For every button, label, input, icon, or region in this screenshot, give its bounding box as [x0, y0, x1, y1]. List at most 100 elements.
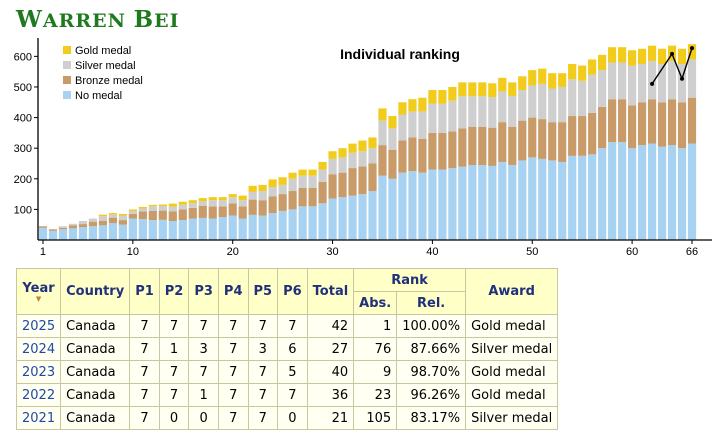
bar-segment — [38, 227, 48, 240]
cell-abs: 9 — [353, 360, 398, 384]
bar-segment — [518, 160, 527, 240]
cell-year[interactable]: 2024 — [15, 337, 62, 361]
bar-segment — [388, 178, 397, 240]
bar-segment — [608, 142, 617, 240]
rank-rel-header[interactable]: Rel. — [396, 291, 467, 315]
bar-segment — [488, 83, 497, 98]
year-header[interactable]: Year ▼ — [15, 268, 62, 315]
bar-segment — [438, 132, 447, 170]
cell-rel: 87.66% — [396, 337, 467, 361]
bar-segment — [428, 132, 437, 170]
bar-segment — [398, 140, 407, 173]
bar-segment — [558, 86, 567, 123]
cell-total: 36 — [306, 383, 355, 407]
country-header[interactable]: Country — [60, 268, 131, 315]
bar-segment — [278, 184, 287, 195]
bar-segment — [448, 86, 457, 101]
bar-segment — [637, 64, 647, 103]
results-table: Year ▼ Country P1 P2 P3 P4 P5 P6 Total Ra… — [15, 268, 559, 430]
cell-year[interactable]: 2023 — [15, 360, 62, 384]
cell-p3: 0 — [188, 406, 219, 430]
bar-segment — [198, 217, 207, 240]
bar-segment — [528, 85, 537, 118]
bar-segment — [168, 206, 177, 212]
cell-p5: 7 — [247, 314, 279, 338]
rank-point — [650, 81, 655, 86]
cell-abs: 23 — [353, 383, 398, 407]
bar-segment — [148, 206, 157, 211]
cell-abs: 1 — [353, 314, 398, 338]
cell-rel: 83.17% — [396, 406, 467, 430]
bar-segment — [637, 102, 647, 146]
y-tick-label: 400 — [14, 113, 32, 125]
bar-segment — [168, 221, 177, 240]
cell-year[interactable]: 2022 — [15, 383, 62, 407]
y-tick-label: 500 — [14, 82, 32, 94]
bar-segment — [677, 148, 687, 240]
bar-segment — [328, 158, 337, 175]
cell-year[interactable]: 2025 — [15, 314, 62, 338]
p5-header[interactable]: P5 — [247, 268, 279, 315]
bar-segment — [168, 211, 177, 222]
rank-point — [680, 76, 685, 81]
bar-segment — [278, 194, 287, 211]
bar-segment — [278, 210, 287, 240]
bar-segment — [118, 224, 127, 240]
y-tick-label: 600 — [14, 51, 32, 63]
bar-segment — [348, 143, 357, 153]
bar-segment — [218, 197, 227, 201]
total-header[interactable]: Total — [306, 268, 355, 315]
bar-segment — [568, 155, 577, 240]
cell-p5: 7 — [247, 383, 279, 407]
bar-segment — [368, 137, 377, 149]
bar-segment — [677, 48, 687, 65]
p6-header[interactable]: P6 — [277, 268, 308, 315]
bar-segment — [128, 218, 137, 240]
x-tick-label: 40 — [426, 246, 438, 258]
bar-segment — [248, 199, 257, 215]
cell-abs: 105 — [353, 406, 398, 430]
bar-segment — [418, 111, 427, 139]
bar-segment — [88, 221, 98, 227]
rank-abs-header[interactable]: Abs. — [353, 291, 398, 315]
cell-rel: 96.26% — [396, 383, 467, 407]
bar-segment — [528, 157, 537, 240]
bar-segment — [348, 195, 357, 240]
bar-segment — [298, 206, 307, 240]
bar-segment — [418, 97, 427, 112]
bar-segment — [448, 131, 457, 169]
bar-segment — [598, 106, 607, 149]
bar-segment — [218, 206, 227, 218]
legend-label: Silver medal — [75, 60, 136, 72]
bar-segment — [68, 225, 78, 229]
bar-segment — [508, 126, 517, 166]
chart-title: Individual ranking — [340, 46, 460, 62]
bar-segment — [198, 201, 207, 206]
cell-p1: 7 — [129, 314, 160, 338]
bar-segment — [408, 99, 417, 112]
p2-header[interactable]: P2 — [158, 268, 190, 315]
p4-header[interactable]: P4 — [217, 268, 249, 315]
bar-segment — [338, 148, 347, 158]
bar-segment — [198, 198, 207, 202]
p1-header[interactable]: P1 — [129, 268, 160, 315]
cell-award: Gold medal — [465, 383, 559, 407]
bar-segment — [538, 158, 547, 240]
bar-segment — [238, 218, 247, 240]
award-header[interactable]: Award — [465, 268, 559, 315]
bar-segment — [98, 214, 107, 217]
bar-segment — [108, 213, 117, 215]
bar-segment — [308, 175, 317, 188]
bar-segment — [498, 122, 507, 162]
bar-segment — [128, 213, 137, 219]
bar-segment — [78, 227, 88, 240]
bar-segment — [618, 142, 627, 240]
cell-p6: 6 — [277, 337, 308, 361]
p3-header[interactable]: P3 — [188, 268, 219, 315]
cell-year[interactable]: 2021 — [15, 406, 62, 430]
bar-segment — [428, 90, 437, 104]
bar-segment — [518, 76, 527, 91]
bar-segment — [288, 172, 297, 179]
legend-label: Gold medal — [75, 45, 131, 57]
bar-segment — [588, 154, 597, 240]
